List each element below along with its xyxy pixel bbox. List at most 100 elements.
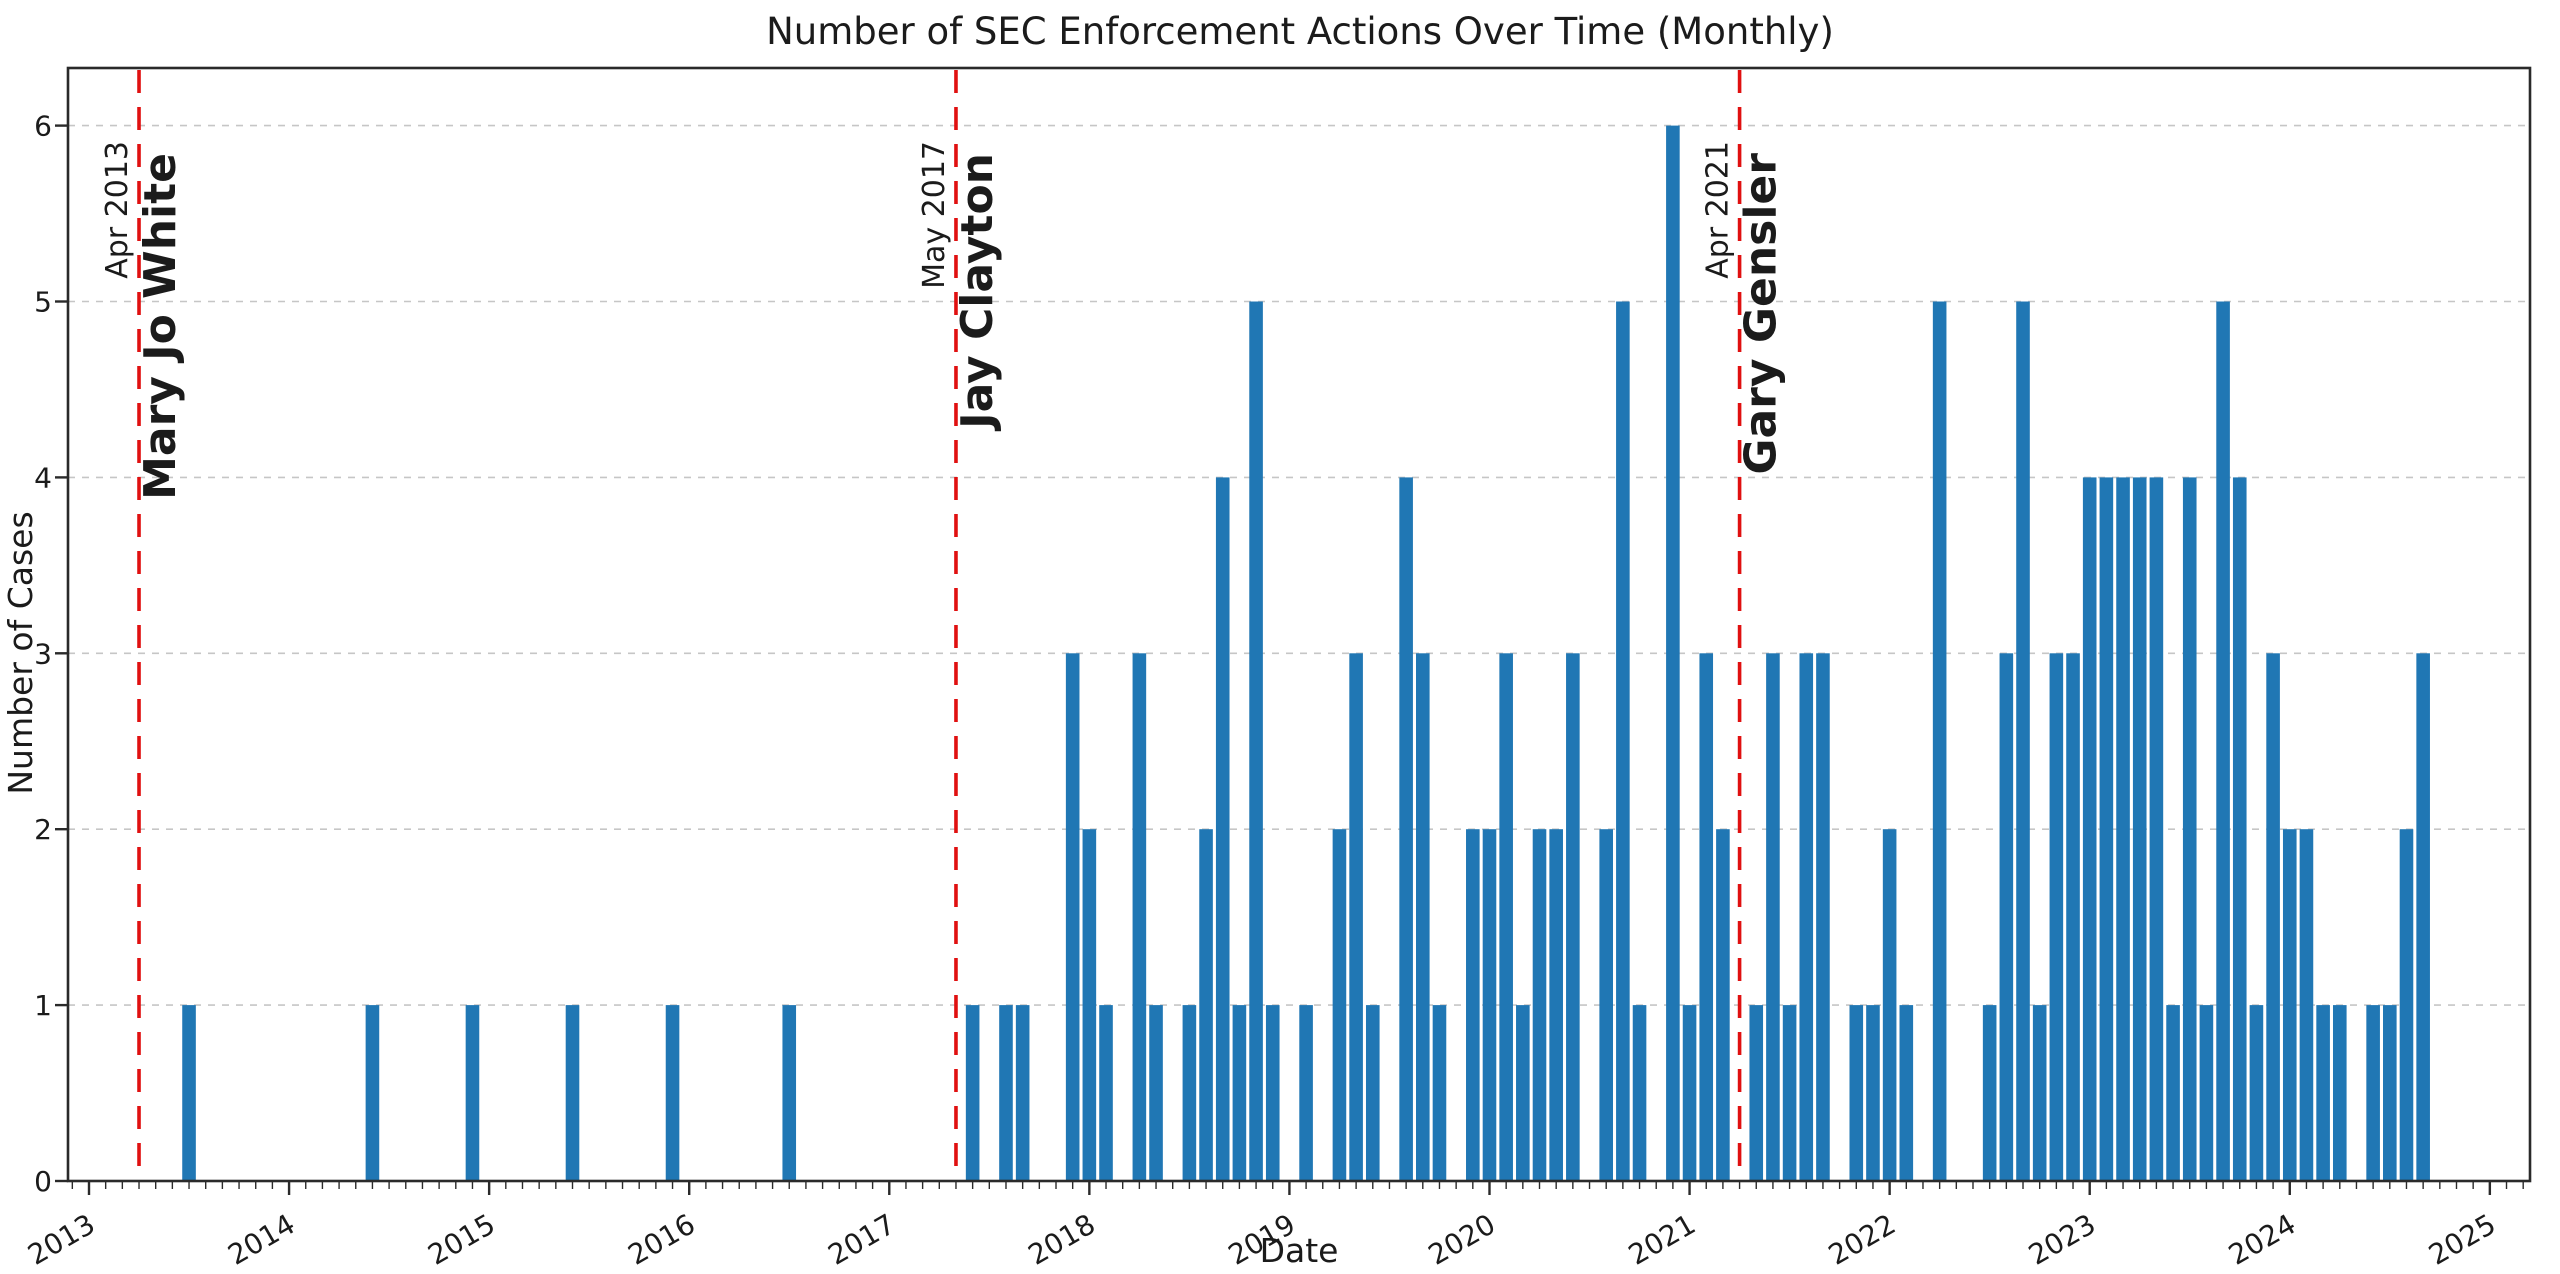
bar xyxy=(1932,301,1947,1181)
chair-date-label: Apr 2021 xyxy=(1701,141,1736,279)
bar xyxy=(965,1005,980,1181)
bar xyxy=(1215,477,1230,1181)
bar xyxy=(2399,829,2414,1181)
bar xyxy=(1682,1005,1697,1181)
bar xyxy=(1766,653,1780,1181)
x-tick-label: 2021 xyxy=(1623,1207,1701,1271)
bar xyxy=(1999,653,2014,1181)
bar xyxy=(782,1005,797,1181)
bar xyxy=(999,1005,1013,1181)
x-tick-label: 2014 xyxy=(222,1207,300,1271)
bar xyxy=(1799,653,1814,1181)
x-tick-label: 2020 xyxy=(1423,1207,1501,1271)
bar xyxy=(665,1005,680,1181)
bar xyxy=(2366,1005,2380,1181)
bar xyxy=(1399,477,1413,1181)
bar xyxy=(2383,1005,2397,1181)
bar xyxy=(1332,829,1347,1181)
bar xyxy=(1749,1005,1764,1181)
bar xyxy=(365,1005,380,1181)
bar xyxy=(1149,1005,1163,1181)
y-tick-label: 1 xyxy=(34,989,52,1022)
bar xyxy=(1666,125,1680,1182)
x-tick-label: 2022 xyxy=(1823,1207,1901,1271)
bar xyxy=(2116,477,2130,1181)
bar xyxy=(1632,1005,1647,1181)
y-tick-label: 3 xyxy=(34,637,52,670)
bar xyxy=(1249,301,1263,1181)
bar xyxy=(2416,653,2430,1181)
bar xyxy=(2149,477,2164,1181)
bar xyxy=(1616,301,1630,1181)
bar xyxy=(1599,829,1613,1181)
bar xyxy=(1432,1005,1447,1181)
axes-spines xyxy=(66,66,2532,1183)
bar xyxy=(465,1005,480,1181)
x-tick-label: 2018 xyxy=(1023,1207,1101,1271)
bar xyxy=(1549,829,1563,1181)
y-axis-label: Number of Cases xyxy=(1,511,40,794)
bar xyxy=(1482,829,1497,1181)
bar xyxy=(2082,477,2097,1181)
y-tick-label: 4 xyxy=(34,461,52,494)
bar xyxy=(1532,829,1547,1181)
x-tick-label: 2023 xyxy=(2023,1207,2101,1271)
bar xyxy=(1065,653,1080,1181)
bar xyxy=(1299,1005,1313,1181)
bar xyxy=(2299,829,2314,1181)
bar xyxy=(1416,653,1430,1181)
bar xyxy=(182,1005,196,1181)
x-tick-label: 2024 xyxy=(2223,1207,2301,1271)
bar xyxy=(2099,477,2114,1181)
bar xyxy=(2132,477,2147,1181)
chair-name-label: Mary Jo White xyxy=(135,153,186,500)
chart-title: Number of SEC Enforcement Actions Over T… xyxy=(766,10,1834,53)
bar xyxy=(2182,477,2197,1181)
x-tick-label: 2025 xyxy=(2423,1207,2501,1271)
x-tick-label: 2013 xyxy=(22,1207,100,1271)
bar xyxy=(1099,1005,1113,1181)
bar xyxy=(1499,653,1513,1181)
bar xyxy=(2199,1005,2214,1181)
bar xyxy=(1082,829,1097,1181)
bar xyxy=(1516,1005,1530,1181)
bar xyxy=(2066,653,2080,1181)
bar xyxy=(1816,653,1830,1181)
y-tick-label: 2 xyxy=(34,813,52,846)
bar xyxy=(2266,653,2280,1181)
bar xyxy=(1182,1005,1197,1181)
bar xyxy=(2332,1005,2347,1181)
bar xyxy=(1716,829,1730,1181)
bar xyxy=(1132,653,1147,1181)
bar xyxy=(2166,1005,2180,1181)
bar xyxy=(1199,829,1213,1181)
x-tick-label: 2017 xyxy=(823,1207,901,1271)
y-tick-label: 0 xyxy=(34,1165,52,1198)
plot-area: Apr 2013 Mary Jo White May 2017 Jay Clayton… xyxy=(22,66,2532,1272)
bar xyxy=(565,1005,580,1181)
chair-date-label: Apr 2013 xyxy=(100,141,135,279)
bar xyxy=(1882,829,1897,1181)
bar xyxy=(2282,829,2297,1181)
bar xyxy=(2232,477,2247,1181)
bar xyxy=(1782,1005,1797,1181)
x-tick-label: 2015 xyxy=(422,1207,500,1271)
bar xyxy=(1349,653,1363,1181)
chair-name-label: Gary Gensler xyxy=(1736,153,1787,475)
bar xyxy=(1866,1005,1880,1181)
bar xyxy=(2016,301,2030,1181)
bar xyxy=(2032,1005,2047,1181)
bar xyxy=(1849,1005,1864,1181)
bar xyxy=(1365,1005,1380,1181)
bar xyxy=(1015,1005,1030,1181)
bar xyxy=(1232,1005,1247,1181)
bar xyxy=(2249,1005,2264,1181)
bar xyxy=(2316,1005,2330,1181)
x-tick-label: 2016 xyxy=(622,1207,700,1271)
y-tick-label: 6 xyxy=(34,110,52,143)
bar xyxy=(1466,829,1480,1181)
bar xyxy=(1899,1005,1914,1181)
bar xyxy=(2049,653,2064,1181)
y-tick-label: 5 xyxy=(34,286,52,319)
